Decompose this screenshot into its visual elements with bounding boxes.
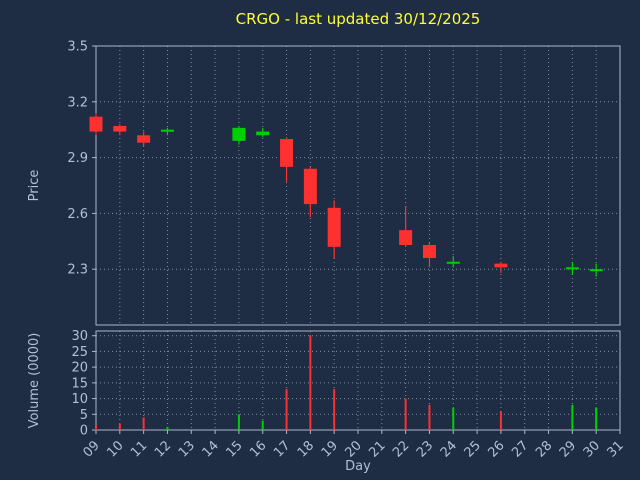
candle-body xyxy=(89,116,103,132)
volume-bar xyxy=(571,404,574,430)
candle-body xyxy=(303,168,317,205)
candle-body xyxy=(422,245,436,259)
candle-body xyxy=(327,207,341,247)
volume-bar xyxy=(118,423,121,430)
x-tick-label: 11 xyxy=(128,438,150,460)
volume-bar xyxy=(404,398,407,430)
candle-body xyxy=(232,127,246,141)
x-tick-label: 16 xyxy=(247,438,269,460)
candle-body xyxy=(113,125,127,132)
volume-tick-label: 30 xyxy=(71,329,88,344)
x-tick-label: 26 xyxy=(485,438,507,460)
volume-bar xyxy=(285,389,288,430)
x-tick-label: 12 xyxy=(152,438,174,460)
volume-bar xyxy=(309,335,312,430)
volume-bar xyxy=(95,425,97,430)
x-tick-label: 29 xyxy=(557,438,579,460)
candle-body xyxy=(160,129,174,132)
day-axis-label: Day xyxy=(345,459,371,474)
candle-body xyxy=(399,230,413,246)
volume-bar xyxy=(142,417,145,430)
volume-plot-frame xyxy=(95,330,621,431)
volume-tick-label: 10 xyxy=(71,392,88,407)
price-axis-label: Price xyxy=(27,170,42,202)
volume-bar xyxy=(428,404,431,430)
x-tick-label: 15 xyxy=(223,438,245,460)
x-tick-label: 18 xyxy=(295,438,317,460)
candle-body xyxy=(494,263,508,268)
x-tick-label: 19 xyxy=(319,438,341,460)
x-tick-label: 22 xyxy=(390,438,412,460)
candle-body xyxy=(256,131,270,136)
volume-tick-label: 5 xyxy=(80,408,88,423)
candle-body xyxy=(589,269,603,272)
chart-title: CRGO - last updated 30/12/2025 xyxy=(235,10,481,28)
price-tick-label: 2.3 xyxy=(67,263,88,278)
volume-bar xyxy=(166,426,169,430)
volume-bar xyxy=(237,414,240,430)
volume-bar xyxy=(595,408,598,430)
volume-tick-label: 0 xyxy=(80,424,88,439)
x-tick-label: 20 xyxy=(343,438,365,460)
volume-tick-label: 20 xyxy=(71,361,88,376)
volume-bar xyxy=(333,389,336,430)
candle-body xyxy=(446,261,460,264)
x-tick-label: 27 xyxy=(509,438,531,460)
price-plot-frame xyxy=(95,45,621,326)
volume-tick-label: 25 xyxy=(71,345,88,360)
x-tick-label: 23 xyxy=(414,438,436,460)
x-tick-label: 14 xyxy=(200,438,222,460)
x-tick-label: 25 xyxy=(462,438,484,460)
volume-bar xyxy=(499,411,502,430)
price-tick-label: 2.9 xyxy=(67,151,88,166)
x-tick-label: 09 xyxy=(81,438,103,460)
volume-tick-label: 15 xyxy=(71,376,88,391)
x-tick-label: 24 xyxy=(438,438,460,460)
x-tick-label: 31 xyxy=(605,438,627,460)
volume-axis-label: Volume (0000) xyxy=(27,333,42,429)
x-tick-label: 28 xyxy=(533,438,555,460)
candle-body xyxy=(280,139,294,167)
price-tick-label: 3.5 xyxy=(67,40,88,55)
x-tick-label: 10 xyxy=(104,438,126,460)
price-tick-label: 2.6 xyxy=(67,207,88,222)
x-tick-label: 17 xyxy=(271,438,293,460)
candle-body xyxy=(137,135,151,143)
volume-bar xyxy=(452,408,455,430)
candle-body xyxy=(565,267,579,270)
price-tick-label: 3.2 xyxy=(67,95,88,110)
x-tick-label: 30 xyxy=(581,438,603,460)
volume-bar xyxy=(261,420,264,430)
x-tick-label: 21 xyxy=(366,438,388,460)
x-tick-label: 13 xyxy=(176,438,198,460)
